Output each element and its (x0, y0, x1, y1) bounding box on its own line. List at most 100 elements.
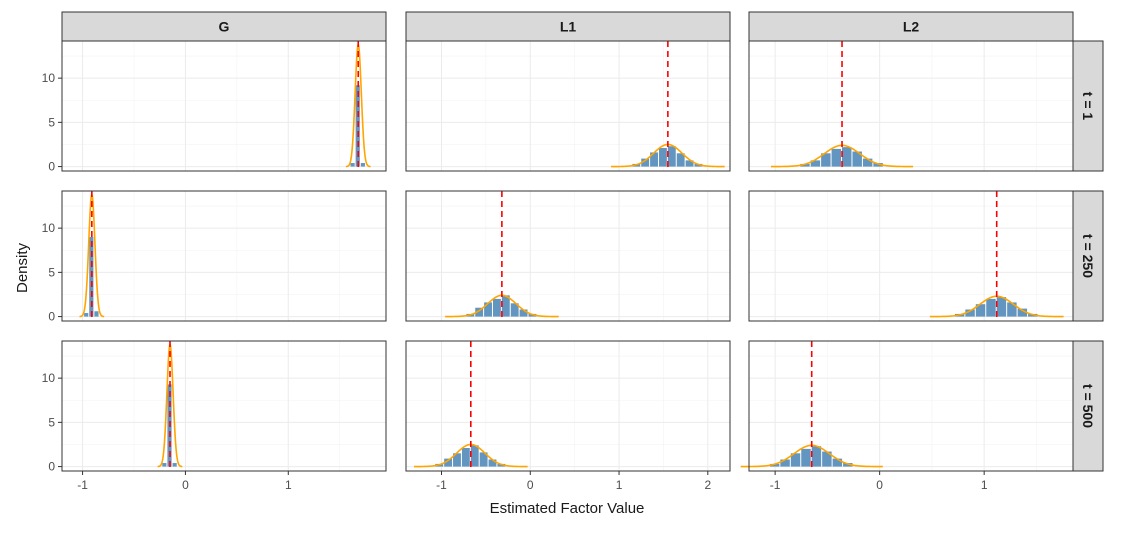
histogram-bar (800, 163, 810, 167)
panel-background (749, 191, 1073, 321)
column-strip-label: L2 (903, 19, 920, 35)
panel-border (405, 190, 731, 322)
histogram-bar (519, 309, 528, 317)
histogram-bar (350, 163, 355, 167)
panel-background (62, 341, 386, 471)
histogram-bar (488, 459, 497, 467)
histogram-bar (996, 297, 1007, 317)
histogram-bar (822, 451, 832, 467)
histogram-bar (790, 453, 801, 467)
histogram-bar (461, 448, 470, 467)
histogram-bar (667, 146, 676, 167)
histogram-bar (650, 152, 658, 167)
y-axis-title: Density (14, 242, 31, 293)
panel-l1-t-500: -1 0 1 2 (405, 340, 731, 492)
x-tick-label: 1 (616, 478, 623, 492)
column-strip-g (61, 11, 387, 42)
row-strip-label: t = 1 (1080, 92, 1096, 121)
y-tick-label: 10 (42, 371, 56, 385)
histogram-bar (510, 303, 519, 317)
panel-border (748, 340, 1074, 472)
row-strip-t-1 (1072, 40, 1104, 172)
histogram-bar (641, 158, 650, 167)
column-strip-label: L1 (560, 19, 577, 35)
histogram-bar (444, 458, 453, 467)
panel-l1-t-250 (405, 190, 731, 322)
panel-border (748, 190, 1074, 322)
histogram-bar (453, 453, 461, 467)
histogram-bar (862, 158, 873, 167)
histogram-bar (801, 448, 811, 467)
panel-background (406, 191, 730, 321)
histogram-bar (965, 309, 975, 317)
y-tick-label: 5 (48, 265, 55, 279)
panel-l2-t-250 (748, 190, 1074, 322)
panel-border (61, 40, 387, 172)
histogram-bar (873, 163, 883, 167)
histogram-bar (842, 147, 852, 167)
histogram-bar (470, 445, 479, 467)
panel-l2-t-500: -1 0 1 (740, 340, 1074, 492)
x-tick-label: 0 (182, 478, 189, 492)
row-strip-t-250 (1072, 190, 1104, 322)
panel-g-t-1: 0 5 10 (42, 40, 387, 174)
histogram-bar (831, 148, 842, 167)
panel-border (61, 340, 387, 472)
row-strip-label: t = 250 (1080, 234, 1096, 278)
column-strip-l2 (748, 11, 1074, 42)
histogram-bar (685, 160, 694, 167)
panel-background (62, 41, 386, 171)
panel-background (62, 191, 386, 321)
panel-border (405, 40, 731, 172)
row-strip-label: t = 500 (1080, 384, 1096, 428)
x-tick-label: 1 (981, 478, 988, 492)
histogram-bar (484, 302, 492, 317)
histogram-bar (658, 148, 667, 167)
panel-border (61, 190, 387, 322)
histogram-bar (780, 459, 790, 467)
y-tick-label: 10 (42, 71, 56, 85)
histogram-bar (162, 463, 167, 467)
histogram-bar (497, 463, 506, 467)
panel-l2-t-1 (748, 40, 1074, 172)
histogram-bar (172, 463, 177, 467)
x-tick-label: 0 (876, 478, 883, 492)
histogram-bar (84, 313, 89, 317)
panel-l1-t-1 (405, 40, 731, 172)
column-strip-l1 (405, 11, 731, 42)
histogram-bar (1017, 308, 1028, 317)
histogram-bar (676, 153, 685, 167)
histogram-bar (986, 298, 996, 317)
histogram-bar (492, 298, 501, 317)
column-strip-label: G (219, 19, 230, 35)
histogram-bar (769, 463, 780, 467)
panel-border (405, 340, 731, 472)
histogram-bar (832, 458, 843, 467)
histogram-bar (694, 163, 703, 167)
y-tick-label: 0 (48, 310, 55, 324)
panel-background (406, 341, 730, 471)
y-tick-label: 0 (48, 160, 55, 174)
panel-border (748, 40, 1074, 172)
y-tick-label: 0 (48, 460, 55, 474)
histogram-bar (1007, 302, 1017, 317)
histogram-bar (843, 463, 853, 467)
panel-g-t-500: 0 5 10 -1 0 1 (42, 340, 387, 492)
histogram-bar (975, 304, 986, 317)
y-tick-label: 10 (42, 221, 56, 235)
x-tick-label: -1 (77, 478, 88, 492)
x-axis-title: Estimated Factor Value (490, 500, 645, 517)
histogram-bar (479, 452, 488, 467)
x-tick-label: 1 (285, 478, 292, 492)
histogram-bar (810, 160, 821, 167)
histogram-bar (821, 153, 831, 167)
histogram-bar (475, 307, 484, 317)
x-tick-label: 2 (704, 478, 711, 492)
histogram-bar (811, 446, 822, 467)
histogram-bar (360, 163, 365, 167)
x-tick-label: 0 (527, 478, 534, 492)
y-tick-label: 5 (48, 115, 55, 129)
y-tick-label: 5 (48, 415, 55, 429)
